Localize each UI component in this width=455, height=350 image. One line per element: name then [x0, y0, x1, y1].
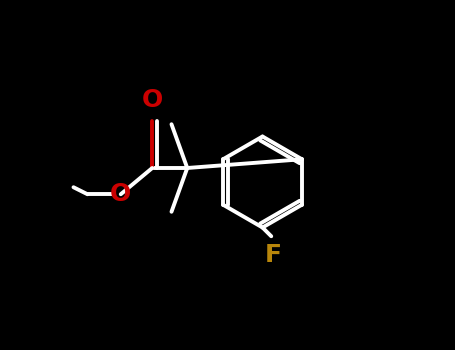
Text: O: O [110, 182, 131, 206]
Text: O: O [142, 88, 163, 112]
Text: F: F [264, 243, 282, 267]
